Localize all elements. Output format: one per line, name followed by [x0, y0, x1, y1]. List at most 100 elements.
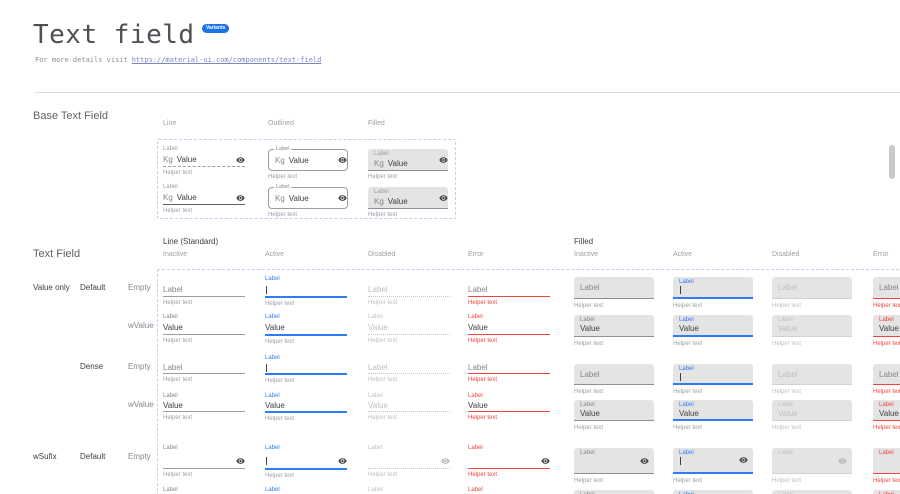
field-box[interactable]: Label: [873, 277, 900, 299]
field-input[interactable]: Label: [368, 362, 450, 374]
visibility-icon[interactable]: [838, 456, 847, 465]
field-input[interactable]: Value: [368, 400, 450, 412]
field-box[interactable]: Label: [873, 364, 900, 385]
text-field-filled-disabled-empty-dense[interactable]: Label Helper text: [772, 364, 852, 395]
text-field-line-active-empty-default[interactable]: Label Helper text: [265, 275, 347, 307]
field-box[interactable]: Label: [772, 448, 852, 474]
field-input[interactable]: Value: [368, 321, 450, 335]
field-input[interactable]: [368, 453, 450, 469]
text-field-line-error-empty-suffix[interactable]: Label Helper text: [468, 444, 550, 478]
field-box[interactable]: Label Kg Value: [368, 187, 448, 209]
field-box[interactable]: Label Kg Value: [268, 184, 348, 209]
visibility-icon[interactable]: [640, 456, 649, 465]
text-field-line-active-value-default[interactable]: Label Value Helper text: [265, 313, 347, 345]
field-input[interactable]: Kg Value: [374, 159, 442, 168]
base-field-filled[interactable]: Label Kg Value Helper text: [368, 146, 450, 180]
base-field-filled[interactable]: Label Kg Value Helper text: [368, 184, 450, 218]
field-box[interactable]: Label: [574, 448, 654, 474]
base-field-line[interactable]: Label Kg Value Helper text: [163, 184, 245, 214]
text-field-filled-inactive-empty-suffix[interactable]: Label Helper text: [574, 448, 654, 484]
field-input[interactable]: Value: [265, 400, 347, 413]
field-box[interactable]: Label: [873, 448, 900, 474]
text-field-filled-inactive-empty-default[interactable]: Label Helper text: [574, 277, 654, 309]
field-input[interactable]: Value: [468, 400, 550, 412]
text-field-line-error-empty-dense[interactable]: Label Helper text: [468, 354, 550, 383]
text-field-line-disabled-value-dense[interactable]: Label Value Helper text: [368, 392, 450, 421]
visibility-icon[interactable]: [739, 456, 748, 465]
text-field-filled-inactive-value-default[interactable]: Label Value Helper text: [574, 315, 654, 347]
scrollbar-thumb[interactable]: [889, 145, 895, 179]
field-input[interactable]: Kg Value: [163, 153, 245, 167]
text-field-filled-active-empty-default[interactable]: Label Helper text: [673, 277, 753, 309]
text-field-line-disabled-empty-suffix[interactable]: Label Helper text: [368, 444, 450, 478]
text-field-filled-disabled-empty-suffix[interactable]: Label Helper text: [772, 448, 852, 484]
text-field-line-disabled-empty-default[interactable]: Label Helper text: [368, 275, 450, 306]
visibility-icon[interactable]: [441, 456, 450, 465]
text-field-filled-error-value-default[interactable]: Label Value Helper text: [873, 315, 900, 347]
visibility-icon[interactable]: [541, 456, 550, 465]
field-input[interactable]: [163, 453, 245, 469]
text-field-filled-active-empty-dense[interactable]: Label Helper text: [673, 364, 753, 395]
field-box[interactable]: Label: [673, 448, 753, 474]
field-input[interactable]: Value: [265, 321, 347, 336]
text-field-line-active-empty-suffix[interactable]: Label Helper text: [265, 444, 347, 479]
text-field-filled-error-empty-suffix[interactable]: Label Helper text: [873, 448, 900, 484]
field-input[interactable]: Kg Value: [374, 197, 442, 206]
text-field-line-inactive-empty-dense[interactable]: Label Helper text: [163, 354, 245, 383]
visibility-icon[interactable]: [439, 155, 448, 164]
text-field-line-inactive-empty-suffix[interactable]: Label Helper text: [163, 444, 245, 478]
field-input[interactable]: [265, 453, 347, 470]
visibility-icon[interactable]: [236, 155, 245, 164]
field-input[interactable]: Kg Value: [163, 191, 245, 205]
text-field-line-inactive-value-default[interactable]: Label Value Helper text: [163, 313, 245, 344]
text-field-filled-active-empty-suffix[interactable]: Label Helper text: [673, 448, 753, 484]
field-input[interactable]: Label: [163, 283, 245, 297]
visibility-icon[interactable]: [338, 456, 347, 465]
text-field-line-error-value-default[interactable]: Label Value Helper text: [468, 313, 550, 344]
text-field-line-inactive-value-dense[interactable]: Label Value Helper text: [163, 392, 245, 421]
field-input[interactable]: [265, 283, 347, 298]
text-field-filled-inactive-value-dense[interactable]: Label Value Helper text: [574, 400, 654, 431]
text-field-line-error-empty-default[interactable]: Label Helper text: [468, 275, 550, 306]
field-input[interactable]: Value: [163, 321, 245, 335]
field-box[interactable]: Label Kg Value: [268, 146, 348, 171]
field-box[interactable]: Label: [772, 277, 852, 299]
visibility-icon[interactable]: [338, 156, 347, 165]
visibility-icon[interactable]: [236, 456, 245, 465]
visibility-icon[interactable]: [338, 194, 347, 203]
field-box[interactable]: Label: [772, 364, 852, 385]
field-box[interactable]: Label Kg Value: [368, 149, 448, 171]
text-field-line-error-value-dense[interactable]: Label Value Helper text: [468, 392, 550, 421]
text-field-filled-error-empty-dense[interactable]: Label Helper text: [873, 364, 900, 395]
docs-link[interactable]: https://material-ui.com/components/text-…: [131, 56, 322, 64]
visibility-icon[interactable]: [236, 193, 245, 202]
field-input[interactable]: Label: [368, 283, 450, 297]
text-field-filled-disabled-value-dense[interactable]: Label Value Helper text: [772, 400, 852, 431]
text-field-line-disabled-empty-dense[interactable]: Label Helper text: [368, 354, 450, 383]
base-field-line[interactable]: Label Kg Value Helper text: [163, 146, 245, 176]
text-field-filled-disabled-empty-default[interactable]: Label Helper text: [772, 277, 852, 309]
text-field-line-active-value-dense[interactable]: Label Value Helper text: [265, 392, 347, 422]
field-input[interactable]: Label: [468, 362, 550, 374]
text-field-filled-inactive-empty-dense[interactable]: Label Helper text: [574, 364, 654, 395]
field-input[interactable]: Label: [163, 362, 245, 374]
text-field-filled-disabled-value-default[interactable]: Label Value Helper text: [772, 315, 852, 347]
base-field-outlined[interactable]: Label Kg Value Helper text: [268, 146, 350, 180]
field-input[interactable]: [468, 453, 550, 469]
field-input[interactable]: Label: [468, 283, 550, 297]
